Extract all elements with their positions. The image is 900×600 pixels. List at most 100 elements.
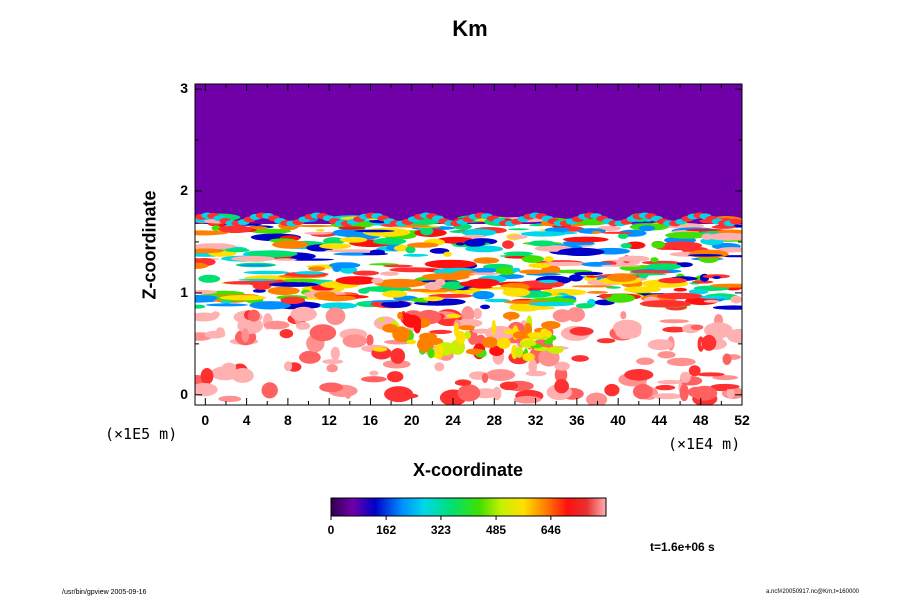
plume-patch [392,326,411,343]
y-tick-label: 0 [180,385,188,402]
turbulence-patch [429,248,450,254]
x-tick-label: 36 [569,412,585,428]
plume-patch [522,352,535,362]
colorbar-tick-label: 323 [430,523,451,537]
lower-patch [596,338,616,344]
turbulence-patch [638,225,656,232]
turbulence-patch [362,227,411,237]
plume-patch [514,346,524,358]
turbulence-patch [568,274,583,282]
turbulence-patch [528,262,551,269]
turbulence-patch [618,255,650,262]
lower-patch [586,392,608,405]
turbulence-patch [471,267,499,273]
turbulence-patch [231,255,276,262]
turbulence-patch [247,250,298,258]
plume-patch [406,339,417,345]
lower-patch [604,383,620,397]
footer-command: /usr/bin/gpview 2005-09-16 [62,589,147,596]
turbulence-patch [339,236,368,243]
turbulence-patch [524,306,556,310]
turbulence-patch [294,271,324,275]
turbulence-patch [464,239,486,247]
y-tick-label: 2 [180,182,188,198]
turbulence-patch [703,299,720,303]
turbulence-patch [195,262,209,269]
lower-patch [624,369,654,381]
turbulence-patch [650,257,659,263]
plot-frame [194,83,743,406]
turbulence-patch [424,259,477,269]
turbulence-patch [249,301,291,310]
lower-patch [688,365,701,377]
turbulence-patch [318,295,357,301]
turbulence-patch [219,295,267,301]
plume-patch [419,332,437,341]
turbulence-patch [383,264,414,268]
lower-patch [636,357,655,365]
lower-patch [525,370,547,377]
turbulence-patch [406,242,439,248]
turbulence-patch [195,248,224,254]
turbulence-patch [304,231,332,235]
turbulence-patch [371,277,384,284]
lower-patch [680,371,691,383]
turbulence-patch [658,277,688,284]
lower-patch [429,329,453,334]
turbulence-patch [644,218,653,222]
lower-patch [655,384,676,391]
lower-patch [679,383,689,402]
turbulence-patch [272,240,309,249]
lower-patch [712,375,739,381]
lower-patch [485,369,516,381]
turbulence-patch [465,245,504,253]
y-axis-multiplier: (×1E5 m) [105,425,178,443]
y-tick-label: 3 [180,80,188,97]
lower-patch [481,372,489,384]
lower-patch [554,361,570,371]
turbulence-patch [291,224,335,228]
plume-patch [497,337,511,349]
lower-patch [241,328,250,343]
turbulence-patch [195,304,206,309]
lower-patch [366,334,374,347]
lower-patch [290,306,317,322]
turbulence-patch [645,263,682,270]
turbulence-patch [370,300,400,303]
turbulence-patch [358,288,370,294]
plume-patch [541,321,561,330]
lower-patch [215,327,225,338]
lower-patch [360,376,387,383]
lower-patch [325,307,346,326]
turbulence-patch [372,237,407,245]
lower-patch [200,368,214,385]
turbulence-patch [237,278,278,281]
lower-patch [652,393,682,400]
plume-patch [482,336,498,348]
turbulence-patch [472,286,493,289]
lower-patch [326,364,338,373]
turbulence-patch [268,282,319,287]
turbulence-patch [434,278,446,286]
chart-title: Km [452,16,488,41]
x-axis-label: X-coordinate [412,460,524,480]
turbulence-patch [354,229,395,233]
turbulence-patch [252,289,266,293]
lower-patch [552,309,573,323]
turbulence-patch [484,298,511,303]
x-tick-label: 12 [321,412,337,428]
plume-patch [507,311,513,322]
plume-patch [464,331,471,340]
lower-patch [666,357,696,367]
x-tick-label: 48 [692,412,709,428]
lower-patch [344,389,352,399]
turbulence-patch [250,228,292,234]
turbulence-patch [709,283,742,288]
turbulence-patch [511,267,521,272]
turbulence-patch [335,276,378,285]
lower-patch [722,353,732,365]
lower-patch [704,322,733,339]
turbulence-patch [462,234,487,238]
turbulence-patch [600,264,642,267]
turbulence-patch [502,287,531,297]
